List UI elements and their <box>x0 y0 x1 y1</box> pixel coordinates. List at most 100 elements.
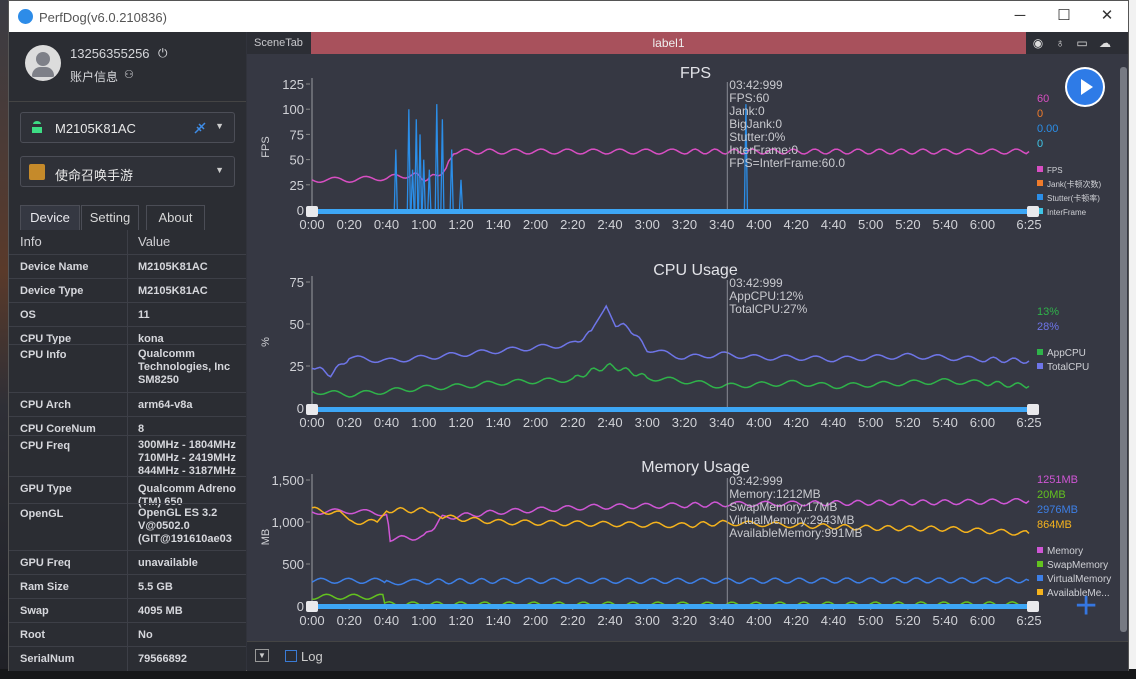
legend-swatch <box>1037 208 1043 214</box>
tab-device[interactable]: Device <box>20 205 80 230</box>
user-area: 13256355256 ⏻ 账户信息 ⚇ <box>9 32 246 102</box>
cursor-time: 03:42:999 <box>729 78 783 92</box>
tab-setting[interactable]: Setting <box>81 205 139 230</box>
y-tick-label: 1,000 <box>271 515 304 530</box>
row-key: CPU Arch <box>20 399 71 411</box>
legend-swatch <box>1037 194 1043 200</box>
cloud-icon[interactable]: ☁ <box>1099 36 1111 50</box>
power-icon[interactable]: ⏻ <box>158 46 168 60</box>
x-tick-label: 5:00 <box>858 415 883 430</box>
x-tick-label: 6:25 <box>1016 613 1041 628</box>
row-key: OpenGL <box>20 508 64 520</box>
device-selector[interactable]: M2105K81AC ▼ <box>20 112 235 143</box>
scene-bar: SceneTab label1 ◉ ♁ ▭ ☁ <box>247 32 1128 54</box>
legend-value: 20MB <box>1037 489 1066 501</box>
row-key: Ram Size <box>20 581 69 593</box>
legend-value: 0 <box>1037 108 1043 120</box>
legend-label: TotalCPU <box>1047 362 1089 373</box>
x-tick-label: 5:40 <box>933 415 958 430</box>
location-icon[interactable]: ◉ <box>1032 36 1044 50</box>
row-value: 11 <box>138 309 150 321</box>
connection-icon[interactable] <box>193 121 207 135</box>
range-slider-handle-right <box>1027 206 1039 217</box>
x-tick-label: 4:20 <box>784 613 809 628</box>
app-window: PerfDog(v6.0.210836) ─ ☐ ✕ 13256355256 ⏻… <box>8 0 1129 671</box>
x-tick-label: 4:00 <box>746 613 771 628</box>
legend-swatch <box>1037 166 1043 172</box>
x-tick-label: 4:00 <box>746 415 771 430</box>
series-line-0 <box>311 497 1030 543</box>
table-row: CPU Info Qualcomm Technologies, Inc SM825… <box>9 344 246 392</box>
pin-icon[interactable]: ♁ <box>1055 36 1065 50</box>
play-button[interactable] <box>1067 69 1103 105</box>
x-tick-label: 3:20 <box>672 415 697 430</box>
x-tick-label: 0:20 <box>337 613 362 628</box>
x-tick-label: 2:00 <box>523 217 548 232</box>
legend-value: 864MB <box>1037 519 1072 531</box>
chart-title: CPU Usage <box>653 262 738 279</box>
scene-tab-label[interactable]: SceneTab <box>254 37 303 49</box>
x-tick-label: 2:40 <box>597 217 622 232</box>
app-selector-value: 使命召唤手游 <box>55 168 134 183</box>
x-tick-label: 1:20 <box>448 415 473 430</box>
x-tick-label: 3:00 <box>635 415 660 430</box>
row-key: CPU CoreNum <box>20 423 96 435</box>
series-line-1 <box>311 304 1030 378</box>
x-tick-label: 2:40 <box>597 415 622 430</box>
add-icon[interactable]: + <box>1075 585 1098 627</box>
expand-button[interactable]: ▼ <box>255 649 269 662</box>
x-tick-label: 3:20 <box>672 613 697 628</box>
range-slider-track <box>310 407 1033 412</box>
legend-swatch <box>1037 561 1043 567</box>
cursor-readout: FPS=InterFrame:60.0 <box>729 156 845 170</box>
row-key: Root <box>20 629 46 641</box>
account-info-link[interactable]: 账户信息 <box>70 70 119 84</box>
legend-swatch <box>1037 575 1043 581</box>
column-header-value: Value <box>138 234 171 249</box>
row-value: M2105K81AC <box>138 261 208 273</box>
minimize-button[interactable]: ─ <box>1014 7 1026 24</box>
log-checkbox[interactable] <box>285 650 297 662</box>
performance-charts: FPS FPS 0 25 50 75 100 125 0:00 0:20 0:40 1:00 1:20 1… <box>260 65 1111 628</box>
chevron-down-icon[interactable]: ▼ <box>215 165 224 175</box>
tab-about[interactable]: About <box>146 205 205 230</box>
vertical-scrollbar[interactable] <box>1120 67 1127 632</box>
x-tick-label: 2:00 <box>523 613 548 628</box>
device-selector-value: M2105K81AC <box>55 121 136 136</box>
user-phone: 13256355256 <box>70 46 150 61</box>
cursor-readout: Stutter:0% <box>729 130 785 144</box>
x-tick-label: 0:40 <box>374 217 399 232</box>
app-logo-icon <box>18 9 33 24</box>
stutter-spike <box>427 169 432 211</box>
scene-label-bar[interactable]: label1 <box>311 32 1026 54</box>
chevron-down-icon[interactable]: ▼ <box>215 121 224 131</box>
x-tick-label: 3:40 <box>709 415 734 430</box>
close-button[interactable]: ✕ <box>1100 7 1114 24</box>
x-tick-label: 0:00 <box>299 415 324 430</box>
legend-value: 1251MB <box>1037 474 1078 486</box>
folder-icon[interactable]: ▭ <box>1076 36 1088 50</box>
taskbar <box>0 669 1136 679</box>
bottom-bar: ▼ Log <box>247 641 1128 671</box>
y-axis-label: % <box>260 337 272 347</box>
y-tick-label: 100 <box>282 102 304 117</box>
x-tick-label: 1:00 <box>411 415 436 430</box>
x-tick-label: 1:20 <box>448 613 473 628</box>
maximize-button[interactable]: ☐ <box>1057 7 1071 24</box>
stutter-spike <box>421 159 426 211</box>
range-slider-track <box>310 209 1033 214</box>
series-line-0 <box>311 362 1030 398</box>
x-tick-label: 5:00 <box>858 613 883 628</box>
cursor-readout: Memory:1212MB <box>729 487 820 501</box>
table-row: CPU Freq 300MHz - 1804MHz 710MHz - 2419MH… <box>9 435 246 477</box>
x-tick-label: 3:20 <box>672 217 697 232</box>
cursor-readout: TotalCPU:27% <box>729 302 807 316</box>
x-tick-label: 0:20 <box>337 217 362 232</box>
x-tick-label: 6:25 <box>1016 415 1041 430</box>
x-tick-label: 4:40 <box>821 613 846 628</box>
stutter-spike <box>393 149 398 211</box>
stutter-spike <box>406 109 411 211</box>
app-selector[interactable]: 使命召唤手游 ▼ <box>20 156 235 187</box>
avatar[interactable] <box>25 45 61 81</box>
legend-label: AvailableMe... <box>1047 588 1110 599</box>
